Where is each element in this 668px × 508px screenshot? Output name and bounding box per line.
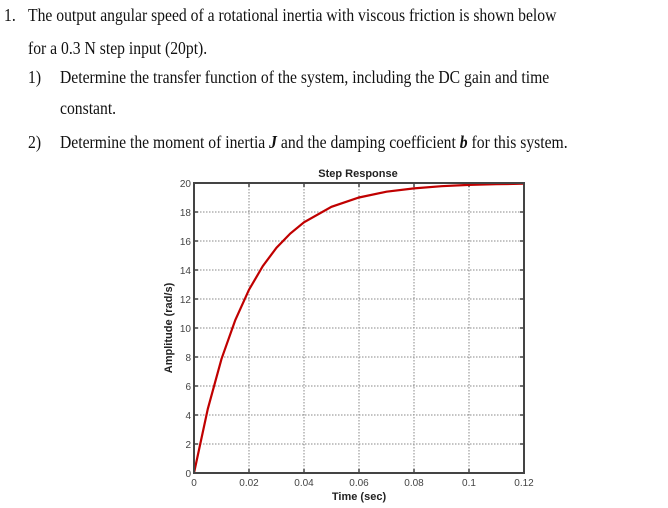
y-tick-label: 18 [180, 208, 192, 219]
part-2-text-a: Determine the moment of inertia [60, 132, 270, 152]
x-tick-label: 0.06 [349, 478, 369, 489]
symbol-b: b [459, 132, 468, 152]
y-tick-label: 14 [180, 266, 192, 277]
part-2-number: 2) [28, 132, 42, 152]
x-tick-label: 0 [191, 478, 197, 489]
problem-text-line-1: The output angular speed of a rotational… [28, 5, 557, 25]
step-response-line [192, 182, 525, 474]
x-axis-label: Time (sec) [332, 491, 387, 503]
symbol-J: J [269, 132, 277, 152]
y-tick-label: 10 [180, 324, 192, 335]
y-tick-label: 16 [180, 237, 192, 248]
y-axis-label: Amplitude (rad/s) [163, 282, 175, 373]
part-1-number: 1) [28, 67, 42, 87]
y-tick-label: 6 [185, 382, 191, 393]
y-tick-label: 12 [180, 295, 192, 306]
problem-text-line-2: for a 0.3 N step input (20pt). [28, 38, 208, 58]
y-tick-label: 0 [185, 469, 191, 480]
part-2-text-c: for this system. [467, 132, 568, 152]
plot-frame [193, 182, 525, 474]
part-2-text: Determine the moment of inertia J and th… [60, 132, 568, 152]
x-tick-label: 0.08 [404, 478, 424, 489]
y-tick-label: 4 [185, 411, 191, 422]
x-tick-label: 0.02 [239, 478, 259, 489]
problem-number: 1. [4, 5, 16, 25]
x-tick-label: 0.12 [514, 478, 534, 489]
x-tick-label: 0.1 [462, 478, 476, 489]
y-tick-label: 8 [185, 353, 191, 364]
y-tick-label: 2 [185, 440, 191, 451]
part-2-text-b: and the damping coefficient [276, 132, 460, 152]
y-tick-label: 20 [180, 179, 192, 190]
x-tick-label: 0.04 [294, 478, 314, 489]
chart-title: Step Response [318, 168, 397, 180]
part-1-text-line-2: constant. [60, 98, 117, 118]
part-1-text-line-1: Determine the transfer function of the s… [60, 67, 550, 87]
